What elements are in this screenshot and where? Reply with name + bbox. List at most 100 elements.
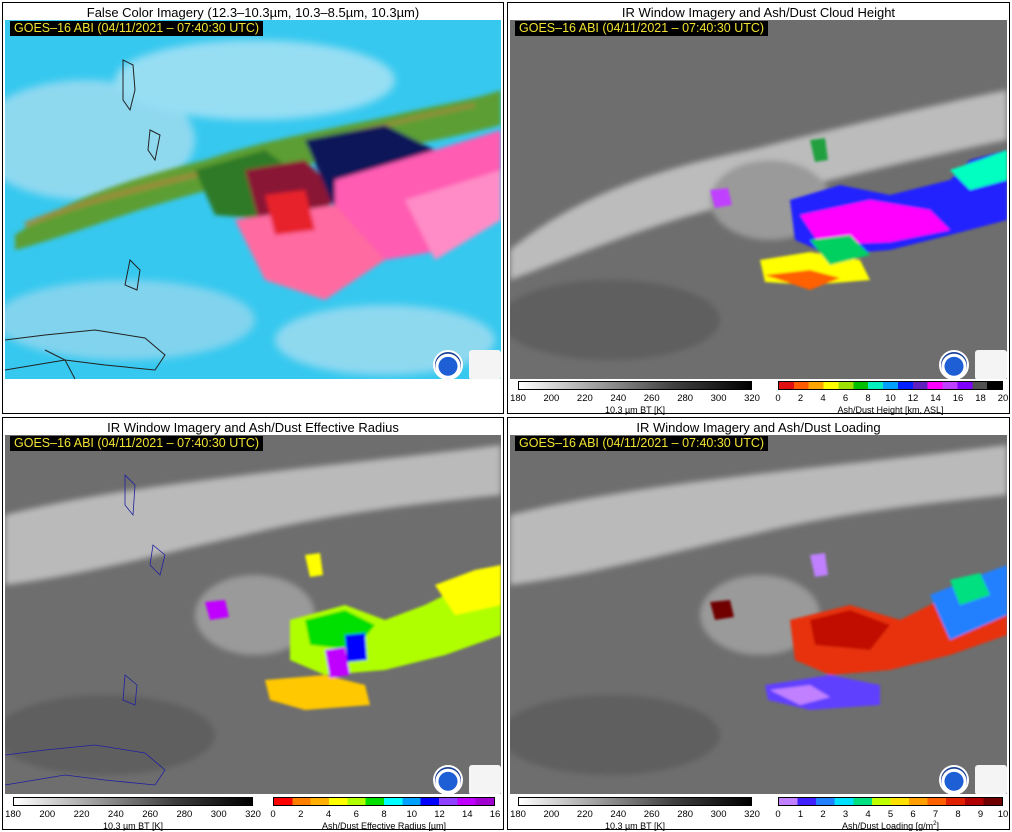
- tick-label: 0: [775, 393, 781, 404]
- tick-label: 10: [406, 809, 418, 820]
- timestamp-label: GOES–16 ABI (04/11/2021 – 07:40:30 UTC): [515, 436, 769, 451]
- tick-label: 260: [643, 393, 660, 404]
- bt-colorbar-label: 10.3 µm BT [K]: [604, 821, 666, 831]
- loading-tick-row: 0 1 2 3 4 5 6 7 8 9 10: [775, 809, 1008, 821]
- cloud-height-panel: IR Window Imagery and Ash/Dust Cloud Hei…: [507, 2, 1010, 415]
- panel-title: IR Window Imagery and Ash/Dust Effective…: [107, 420, 399, 435]
- bt-colorbar-label: 10.3 µm BT [K]: [604, 405, 666, 415]
- height-colorbar-label: Ash/Dust Height [km, ASL]: [837, 405, 944, 415]
- cloud-height-image: GOES–16 ABI (04/11/2021 – 07:40:30 UTC): [510, 20, 1007, 379]
- cimss-logo: [469, 765, 501, 794]
- loading-colorbar-label: Ash/Dust Loading [g/m2]: [778, 821, 1003, 831]
- radius-colorbar: [273, 797, 495, 806]
- noaa-logo: [939, 765, 969, 794]
- noaa-logo: [939, 350, 969, 379]
- panel-title: False Color Imagery (12.3–10.3µm, 10.3–8…: [86, 5, 420, 20]
- bt-colorbar: [518, 797, 752, 806]
- tick-label: 6: [353, 809, 359, 820]
- panel-title: IR Window Imagery and Ash/Dust Cloud Hei…: [621, 5, 896, 20]
- tick-label: 300: [710, 393, 727, 404]
- tick-label: 280: [677, 809, 694, 820]
- cimss-logo: [975, 765, 1007, 794]
- tick-label: 280: [176, 809, 193, 820]
- tick-label: 300: [210, 809, 227, 820]
- tick-label: 12: [907, 393, 919, 404]
- tick-label: 220: [576, 393, 593, 404]
- tick-label: 300: [710, 809, 727, 820]
- tick-label: 2: [820, 809, 826, 820]
- bt-colorbar: [13, 797, 253, 806]
- tick-label: 320: [245, 809, 261, 820]
- timestamp-label: GOES–16 ABI (04/11/2021 – 07:40:30 UTC): [515, 21, 769, 36]
- tick-label: 8: [955, 809, 961, 820]
- tick-label: 8: [865, 393, 871, 404]
- tick-label: 200: [39, 809, 56, 820]
- tick-label: 180: [510, 393, 526, 404]
- tick-label: 20: [997, 393, 1009, 404]
- tick-label: 16: [489, 809, 501, 820]
- bt-tick-row: 180 200 220 240 260 280 300 320: [510, 393, 760, 405]
- effective-radius-panel: IR Window Imagery and Ash/Dust Effective…: [2, 417, 504, 831]
- tick-label: 9: [977, 809, 984, 820]
- height-tick-row: 0 2 4 6 8 10 12 14 16 18 20: [775, 393, 1008, 405]
- loading-colorbar: [778, 797, 1003, 806]
- tick-label: 240: [610, 809, 627, 820]
- cimss-logo: [469, 350, 501, 379]
- tick-label: 6: [910, 809, 916, 820]
- loading-label-sup: 2: [933, 821, 937, 827]
- loading-image: GOES–16 ABI (04/11/2021 – 07:40:30 UTC): [510, 435, 1007, 794]
- bt-colorbar: [518, 381, 752, 390]
- tick-label: 180: [510, 809, 526, 820]
- tick-label: 260: [142, 809, 159, 820]
- tick-label: 240: [610, 393, 627, 404]
- tick-label: 4: [865, 809, 871, 820]
- noaa-logo: [433, 765, 463, 794]
- effective-radius-image: GOES–16 ABI (04/11/2021 – 07:40:30 UTC): [5, 435, 501, 794]
- tick-label: 200: [543, 809, 560, 820]
- tick-label: 8: [381, 809, 387, 820]
- tick-label: 2: [797, 393, 804, 404]
- tick-label: 2: [298, 809, 304, 820]
- false-color-panel: False Color Imagery (12.3–10.3µm, 10.3–8…: [2, 2, 504, 414]
- tick-label: 220: [576, 809, 593, 820]
- tick-label: 1: [797, 809, 804, 820]
- tick-label: 260: [643, 809, 660, 820]
- panel-title: IR Window Imagery and Ash/Dust Loading: [636, 420, 881, 435]
- height-colorbar: [778, 381, 1003, 390]
- tick-label: 320: [744, 809, 760, 820]
- timestamp-label: GOES–16 ABI (04/11/2021 – 07:40:30 UTC): [10, 21, 264, 36]
- false-color-image: GOES–16 ABI (04/11/2021 – 07:40:30 UTC): [5, 20, 501, 379]
- tick-label: 12: [434, 809, 445, 820]
- tick-label: 14: [930, 393, 941, 404]
- timestamp-label: GOES–16 ABI (04/11/2021 – 07:40:30 UTC): [10, 436, 264, 451]
- tick-label: 200: [543, 393, 560, 404]
- tick-label: 10: [885, 393, 896, 404]
- tick-label: 18: [975, 393, 986, 404]
- tick-label: 10: [997, 809, 1009, 820]
- tick-label: 0: [270, 809, 276, 820]
- loading-label-text: Ash/Dust Loading [g/m: [842, 821, 934, 831]
- radius-colorbar-label: Ash/Dust Effective Radius [µm]: [321, 821, 447, 831]
- bt-tick-row: 180 200 220 240 260 280 300 320: [510, 809, 760, 821]
- noaa-logo: [433, 350, 463, 379]
- tick-label: 16: [952, 393, 964, 404]
- bt-colorbar-label: 10.3 µm BT [K]: [102, 821, 164, 831]
- tick-label: 180: [5, 809, 21, 820]
- tick-label: 4: [325, 809, 332, 820]
- tick-label: 320: [744, 393, 760, 404]
- tick-label: 5: [887, 809, 894, 820]
- tick-label: 240: [107, 809, 124, 820]
- tick-label: 14: [461, 809, 473, 820]
- tick-label: 3: [842, 809, 849, 820]
- tick-label: 0: [775, 809, 781, 820]
- loading-panel: IR Window Imagery and Ash/Dust Loading: [507, 417, 1010, 831]
- tick-label: 7: [932, 809, 939, 820]
- tick-label: 280: [677, 393, 694, 404]
- bt-tick-row: 180 200 220 240 260 280 300 320: [5, 809, 261, 821]
- tick-label: 6: [842, 393, 849, 404]
- loading-label-end: ]: [936, 821, 939, 831]
- tick-label: 220: [73, 809, 90, 820]
- radius-tick-row: 0 2 4 6 8 10 12 14 16: [270, 809, 500, 821]
- tick-label: 4: [820, 393, 826, 404]
- cimss-logo: [975, 350, 1007, 379]
